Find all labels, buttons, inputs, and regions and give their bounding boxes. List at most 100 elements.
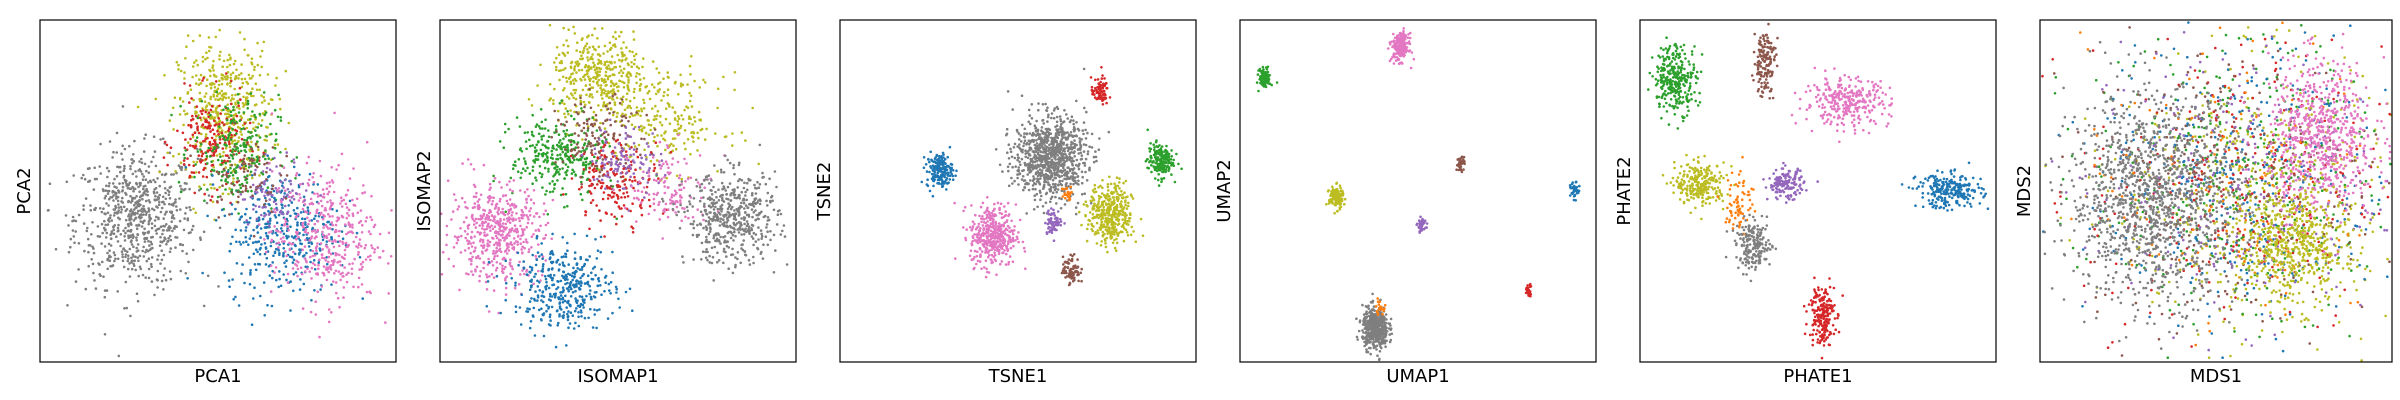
scatter-point-purple xyxy=(238,165,241,169)
scatter-point-green xyxy=(205,154,209,158)
scatter-point-olive xyxy=(690,105,694,108)
scatter-point-gray xyxy=(726,185,730,189)
scatter-point-purple xyxy=(239,193,243,196)
scatter-point-green xyxy=(599,146,603,149)
scatter-point-gray xyxy=(682,261,685,264)
scatter-point-pink xyxy=(294,215,298,219)
scatter-point-gray xyxy=(180,168,183,172)
scatter-point-olive xyxy=(198,185,201,188)
scatter-point-brown xyxy=(242,157,246,161)
scatter-point-green xyxy=(518,125,522,128)
scatter-point-red xyxy=(208,140,212,144)
scatter-point-olive xyxy=(576,41,579,44)
scatter-point-red xyxy=(200,150,203,153)
scatter-point-pink xyxy=(685,162,688,165)
scatter-point-green xyxy=(557,141,561,144)
scatter-point-gray xyxy=(163,187,167,190)
scatter-point-gray xyxy=(126,186,130,190)
scatter-point-pink xyxy=(523,272,526,276)
scatter-point-pink xyxy=(292,250,295,254)
scatter-point-pink xyxy=(269,290,273,293)
scatter-point-olive xyxy=(570,60,574,64)
scatter-point-pink xyxy=(466,242,470,245)
scatter-point-olive xyxy=(240,63,243,66)
scatter-point-olive xyxy=(613,103,617,107)
scatter-point-brown xyxy=(608,101,612,105)
scatter-point-green xyxy=(225,118,229,122)
scatter-point-gray xyxy=(91,245,94,249)
scatter-point-olive xyxy=(601,97,604,100)
scatter-point-pink xyxy=(498,199,502,203)
scatter-point-gray xyxy=(120,250,124,253)
scatter-point-red xyxy=(204,125,207,129)
scatter-point-olive xyxy=(691,136,695,139)
scatter-point-pink xyxy=(358,238,362,241)
scatter-point-red xyxy=(220,131,224,135)
scatter-point-olive xyxy=(238,107,241,110)
scatter-point-gray xyxy=(725,224,729,227)
scatter-point-green xyxy=(547,167,550,171)
scatter-point-green xyxy=(524,162,527,165)
scatter-point-blue xyxy=(244,236,247,239)
scatter-point-brown xyxy=(577,134,580,137)
scatter-point-gray xyxy=(89,204,92,207)
scatter-point-green xyxy=(270,207,273,210)
scatter-point-olive xyxy=(611,67,614,71)
scatter-point-green xyxy=(516,170,520,173)
scatter-point-blue xyxy=(249,216,252,220)
scatter-point-purple xyxy=(626,165,630,169)
scatter-point-blue xyxy=(301,217,304,220)
scatter-point-pink xyxy=(659,167,662,170)
scatter-point-gray xyxy=(128,275,132,278)
scatter-point-gray xyxy=(140,161,144,164)
scatter-point-olive xyxy=(625,74,628,78)
scatter-point-pink xyxy=(519,242,522,245)
scatter-point-green xyxy=(254,116,257,119)
scatter-point-olive xyxy=(573,77,577,81)
scatter-point-pink xyxy=(478,224,482,227)
scatter-point-olive xyxy=(166,151,169,155)
scatter-point-gray xyxy=(126,259,130,263)
scatter-point-olive xyxy=(216,92,220,96)
scatter-point-gray xyxy=(745,181,749,185)
scatter-point-blue xyxy=(256,231,260,234)
scatter-point-green xyxy=(535,123,539,126)
scatter-point-red xyxy=(622,167,625,171)
scatter-point-pink xyxy=(316,192,319,196)
scatter-point-purple xyxy=(261,206,265,209)
pca-y-axis-label: PCA2 xyxy=(14,167,35,214)
scatter-point-red xyxy=(631,230,635,234)
scatter-point-pink xyxy=(652,197,656,201)
scatter-point-purple xyxy=(604,174,607,177)
scatter-point-pink xyxy=(340,205,344,208)
scatter-point-olive xyxy=(572,82,576,85)
scatter-point-green xyxy=(236,93,240,96)
scatter-point-red xyxy=(207,115,210,119)
scatter-point-purple xyxy=(600,178,604,182)
scatter-point-red xyxy=(648,177,651,181)
scatter-point-gray xyxy=(119,244,122,248)
scatter-point-red xyxy=(191,133,195,137)
scatter-point-pink xyxy=(348,262,351,266)
scatter-point-gray xyxy=(742,229,746,232)
scatter-point-red xyxy=(214,143,217,147)
scatter-point-olive xyxy=(216,87,220,91)
scatter-point-pink xyxy=(350,267,354,271)
scatter-point-brown xyxy=(579,175,582,179)
scatter-point-gray xyxy=(721,196,724,200)
scatter-point-olive xyxy=(219,50,222,54)
scatter-point-gray xyxy=(87,180,90,183)
scatter-point-green xyxy=(535,158,539,161)
scatter-point-gray xyxy=(678,183,682,187)
scatter-point-olive xyxy=(228,145,232,149)
scatter-point-pink xyxy=(339,202,342,205)
scatter-point-gray xyxy=(139,267,143,271)
scatter-point-olive xyxy=(602,91,606,95)
scatter-point-gray xyxy=(714,190,717,194)
scatter-point-gray xyxy=(740,247,743,250)
scatter-point-gray xyxy=(117,190,121,193)
scatter-point-gray xyxy=(129,234,132,237)
scatter-point-blue xyxy=(268,274,272,277)
scatter-point-olive xyxy=(655,117,658,121)
scatter-point-pink xyxy=(467,246,471,250)
